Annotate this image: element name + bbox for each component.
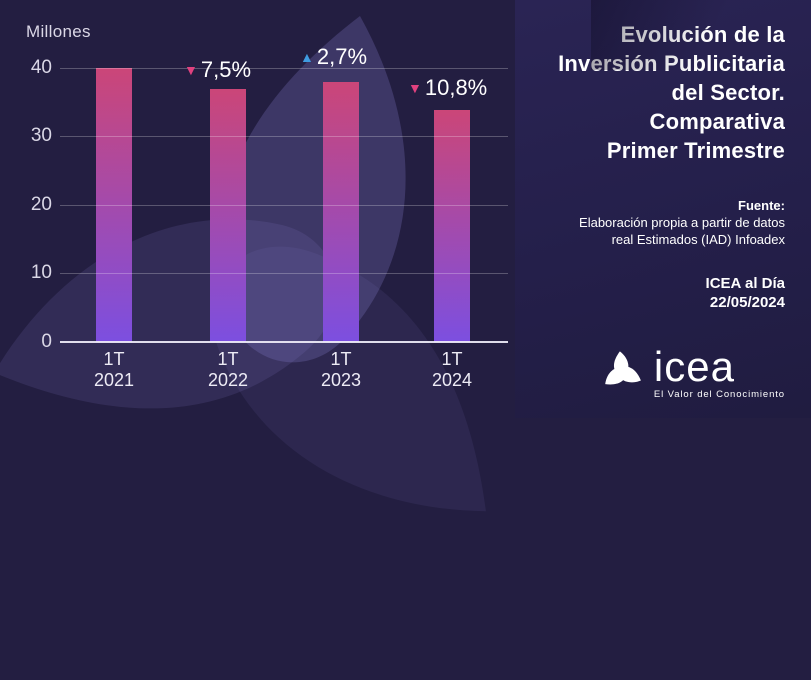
icea-pinwheel-icon [601, 350, 644, 391]
bar-1t-2023 [323, 81, 359, 342]
x-axis-line [60, 341, 508, 343]
triangle-up-icon: ▲ [300, 49, 314, 65]
title-line: Comparativa [649, 109, 785, 134]
x-label-quarter: 1T [441, 349, 463, 369]
issue-info: ICEA al Día 22/05/2024 [515, 274, 785, 312]
title-line: Primer Trimestre [606, 138, 785, 163]
source-note: Fuente: Elaboración propia a partir de d… [515, 197, 785, 248]
gridline-10 [60, 273, 508, 274]
y-tick-label-30: 30 [30, 125, 52, 146]
x-tick-label-2021: 1T 2021 [66, 349, 162, 391]
annotation-2024-change: ▼ 10,8% [408, 74, 487, 102]
infographic: Millones 40 30 20 10 0 ▼ 7,5% ▲ 2,7% ▼ 1… [0, 0, 811, 574]
chart-section: Millones 40 30 20 10 0 ▼ 7,5% ▲ 2,7% ▼ 1… [0, 0, 515, 418]
annotation-value: 7,5% [200, 57, 252, 82]
annotation-value: 10,8% [424, 75, 488, 100]
plot-area [60, 68, 508, 343]
annotation-value: 2,7% [316, 44, 368, 69]
y-tick-label-20: 20 [30, 194, 52, 215]
source-label: Fuente: [738, 198, 785, 213]
annotation-2023-change: ▲ 2,7% [300, 43, 367, 71]
y-tick-label-10: 10 [30, 262, 52, 283]
info-panel: Evolución de la Inversión Publicitaria d… [515, 0, 811, 418]
x-tick-label-2024: 1T 2024 [404, 349, 500, 391]
x-label-year: 2021 [93, 370, 135, 390]
icea-logo: icea El Valor del Conocimiento [599, 344, 785, 400]
gridline-40 [60, 68, 508, 69]
bar-1t-2024 [434, 109, 470, 342]
source-line: Elaboración propia a partir de datos [579, 215, 785, 230]
annotation-2022-change: ▼ 7,5% [184, 56, 251, 84]
gridline-30 [60, 136, 508, 137]
bar-1t-2022 [210, 88, 246, 342]
triangle-down-icon: ▼ [184, 62, 198, 78]
logo-text-block: icea El Valor del Conocimiento [653, 343, 785, 401]
y-tick-label-40: 40 [30, 57, 52, 78]
x-label-year: 2023 [320, 370, 362, 390]
x-tick-label-2022: 1T 2022 [180, 349, 276, 391]
x-label-quarter: 1T [217, 349, 239, 369]
x-label-year: 2024 [431, 370, 473, 390]
logo-tagline: El Valor del Conocimiento [653, 389, 785, 400]
x-tick-label-2023: 1T 2023 [293, 349, 389, 391]
issue-date: 22/05/2024 [709, 294, 785, 311]
x-label-year: 2022 [207, 370, 249, 390]
title-line: Inversión Publicitaria [558, 51, 785, 76]
logo-wordmark: icea [653, 343, 735, 390]
title-line: Evolución de la [620, 22, 785, 47]
triangle-down-icon: ▼ [408, 80, 422, 96]
title-line: del Sector. [671, 80, 785, 105]
issue-name: ICEA al Día [705, 275, 785, 292]
x-label-quarter: 1T [103, 349, 125, 369]
page-title: Evolución de la Inversión Publicitaria d… [515, 20, 785, 165]
y-tick-label-0: 0 [41, 331, 52, 352]
source-line: real Estimados (IAD) Infoadex [611, 232, 785, 247]
gridline-20 [60, 204, 508, 206]
y-axis-title: Millones [26, 22, 91, 41]
x-label-quarter: 1T [330, 349, 352, 369]
